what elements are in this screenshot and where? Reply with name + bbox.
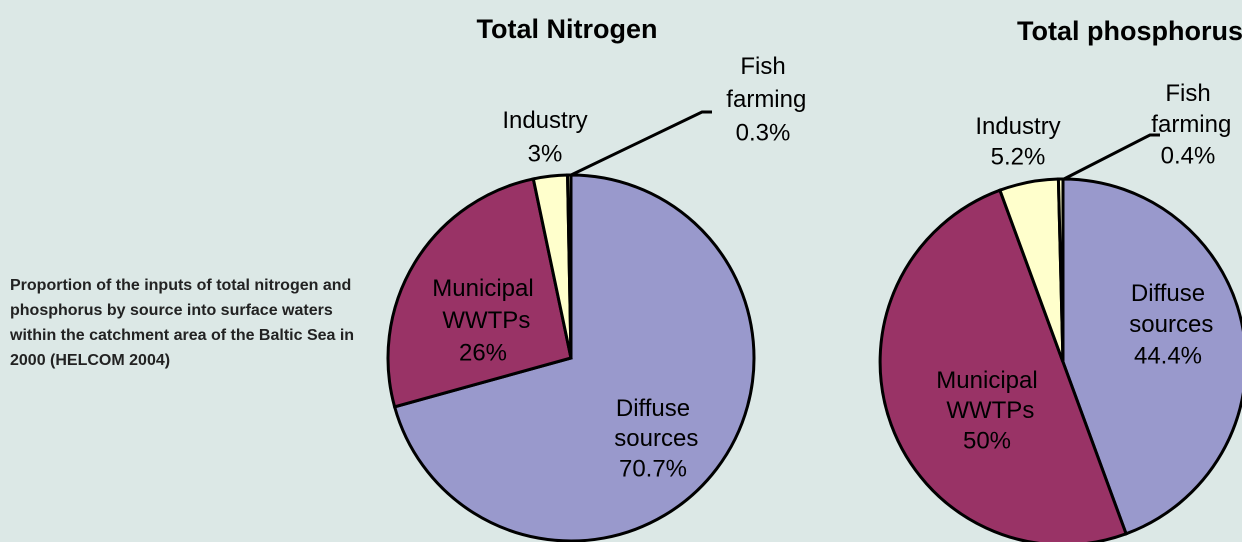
label-line: Fish — [1165, 80, 1210, 107]
pie-slice — [566, 173, 573, 359]
label-line: sources — [1123, 311, 1214, 338]
value-label: 3% — [528, 140, 563, 167]
value-label: 0.4% — [1161, 142, 1216, 169]
pie-slice — [878, 188, 1128, 542]
value-label: 26% — [459, 339, 507, 366]
label-line: Industry — [975, 113, 1060, 140]
slice-label: Diffuse sources — [608, 395, 699, 452]
label-line: Fish — [740, 53, 785, 80]
label-line: sources — [608, 425, 699, 452]
chart-title: Total phosphorus — [1017, 16, 1242, 46]
label-line: Municipal — [432, 275, 533, 302]
value-label: 5.2% — [991, 143, 1046, 170]
pie-slice — [1056, 177, 1065, 363]
value-label: 50% — [963, 427, 1011, 454]
label-line: WWTPs — [436, 307, 531, 334]
slice-label: Diffuse sources — [1123, 280, 1214, 338]
pie-slice — [1061, 177, 1242, 536]
value-label: 70.7% — [619, 455, 687, 482]
label-line: Industry — [502, 107, 587, 134]
leader-line — [1061, 133, 1160, 182]
label-line: farming — [1145, 111, 1232, 138]
caption: Proportion of the inputs of total nitrog… — [10, 277, 355, 369]
chart-title: Total Nitrogen — [477, 14, 658, 44]
pie-slice — [392, 173, 756, 542]
slice-label: Industry — [975, 113, 1060, 140]
slice-label: Fish farming — [1145, 80, 1232, 138]
slice-label: Municipal WWTPs — [936, 367, 1037, 424]
pie-slice — [386, 177, 573, 409]
label-line: farming — [720, 86, 807, 113]
label-line: Diffuse — [616, 395, 690, 422]
slice-label: Industry — [502, 107, 587, 134]
value-label: 44.4% — [1134, 342, 1202, 369]
label-line: WWTPs — [940, 397, 1035, 424]
label-line: Diffuse — [1131, 280, 1205, 307]
leader-line — [568, 110, 712, 178]
slice-label: Fish farming — [720, 53, 807, 113]
slice-label: Municipal WWTPs — [432, 275, 533, 334]
value-label: 0.3% — [736, 119, 791, 146]
label-line: Municipal — [936, 367, 1037, 394]
